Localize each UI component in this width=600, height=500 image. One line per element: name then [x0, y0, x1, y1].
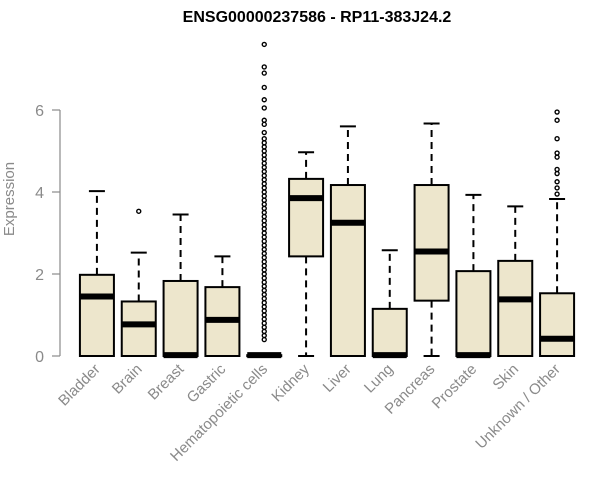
outlier-point — [261, 259, 267, 265]
box — [413, 184, 450, 302]
box — [162, 279, 199, 357]
outlier-point — [261, 160, 267, 167]
outlier-point — [261, 316, 267, 322]
outlier-point — [261, 279, 267, 285]
outlier-point — [261, 168, 267, 175]
y-tick-label: 2 — [35, 267, 44, 284]
outlier-point — [261, 213, 267, 220]
x-tick-label: Lung — [361, 361, 397, 397]
outlier-point — [261, 148, 267, 154]
box-group — [120, 208, 157, 357]
y-axis-label: Expression — [1, 162, 18, 236]
box — [78, 273, 115, 358]
outlier-point — [261, 230, 267, 236]
outlier-point — [261, 209, 267, 216]
box-group — [204, 255, 241, 357]
outlier-point — [261, 295, 267, 302]
x-tick-label: Bladder — [55, 361, 104, 410]
outlier-point — [261, 267, 267, 273]
y-tick-label: 6 — [35, 103, 44, 120]
box-group — [371, 249, 408, 359]
outlier-point — [261, 254, 267, 261]
outlier-point — [554, 117, 560, 123]
outlier-point — [261, 152, 267, 158]
box-group — [455, 193, 492, 359]
box-group — [246, 41, 283, 359]
boxes — [78, 41, 576, 359]
y-tick-label: 0 — [35, 349, 44, 366]
outlier-point — [261, 181, 267, 187]
outlier-point — [554, 135, 560, 142]
outlier-point — [261, 336, 267, 343]
x-tick-label: Kidney — [268, 360, 313, 405]
outlier-point — [261, 172, 267, 179]
box — [371, 307, 408, 358]
outlier-point — [261, 275, 267, 281]
x-tick-label: Brain — [109, 361, 146, 398]
y-ticks: 0 2 4 6 — [35, 103, 60, 366]
outlier-point — [261, 189, 267, 195]
outlier-point — [261, 129, 267, 136]
outlier-point — [261, 70, 267, 76]
outlier-point — [261, 300, 267, 306]
outlier-point — [554, 179, 560, 185]
outlier-point — [261, 271, 267, 277]
box-group — [78, 190, 115, 358]
outlier-point — [261, 97, 267, 103]
outlier-point — [261, 242, 267, 249]
outlier-point — [261, 135, 267, 142]
outlier-point — [554, 166, 560, 173]
y-tick-label: 4 — [35, 185, 44, 202]
x-tick-label: Breast — [145, 360, 188, 403]
outlier-point — [554, 109, 560, 115]
outlier-point — [261, 222, 267, 228]
outlier-point — [261, 312, 267, 318]
outlier-point — [261, 332, 267, 339]
outlier-point — [261, 328, 267, 335]
box-group — [288, 151, 325, 357]
outlier-point — [261, 64, 267, 70]
box-group — [162, 213, 199, 359]
box-group — [413, 122, 450, 357]
outlier-point — [554, 191, 560, 197]
outlier-point — [261, 41, 267, 48]
box — [120, 300, 157, 357]
box-group — [329, 125, 366, 357]
outlier-point — [136, 208, 142, 214]
outlier-point — [554, 150, 560, 156]
outlier-point — [261, 250, 267, 257]
outlier-point — [261, 84, 267, 91]
box — [288, 177, 325, 258]
outlier-point — [261, 234, 267, 240]
outlier-point — [261, 105, 267, 111]
outlier-point — [261, 117, 267, 123]
outlier-point — [261, 308, 267, 314]
x-tick-label: Liver — [320, 361, 355, 396]
outlier-point — [261, 291, 267, 298]
box — [329, 184, 366, 357]
outlier-point — [554, 170, 560, 177]
box-group — [497, 205, 534, 358]
outlier-point — [261, 140, 267, 146]
outlier-point — [261, 320, 267, 326]
outlier-point — [554, 185, 560, 191]
outlier-point — [261, 287, 267, 294]
box — [539, 292, 576, 357]
outlier-point — [261, 193, 267, 199]
chart-title: ENSG00000237586 - RP11-383J24.2 — [183, 9, 452, 26]
box-group — [539, 109, 576, 357]
box — [497, 259, 534, 358]
outlier-point — [261, 201, 267, 208]
box — [455, 270, 492, 358]
x-tick-label: Prostate — [429, 361, 481, 413]
x-tick-label: Skin — [489, 361, 522, 394]
